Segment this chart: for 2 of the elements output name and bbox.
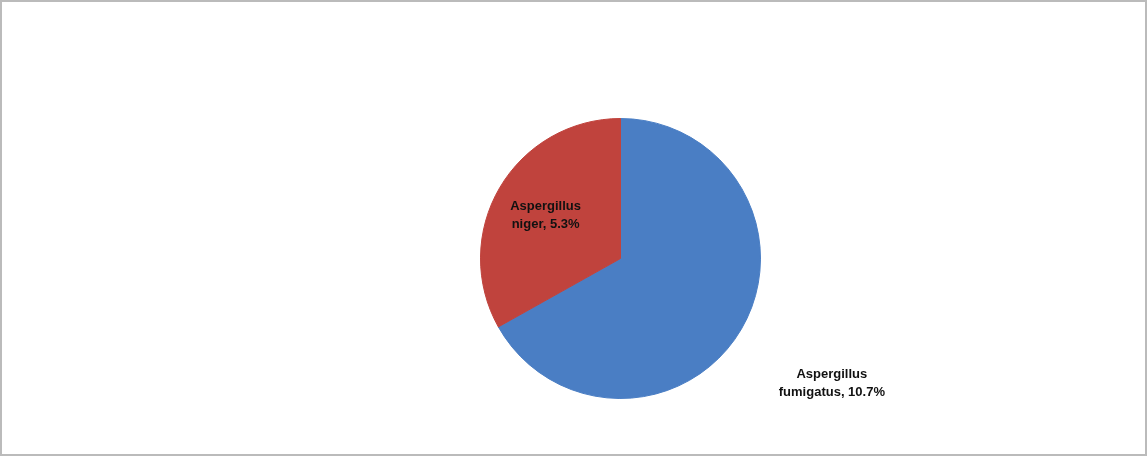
slice-label: Aspergillus niger, 5.3%: [510, 198, 582, 232]
slice-label: Aspergillus fumigatus, 10.7%: [778, 365, 886, 399]
